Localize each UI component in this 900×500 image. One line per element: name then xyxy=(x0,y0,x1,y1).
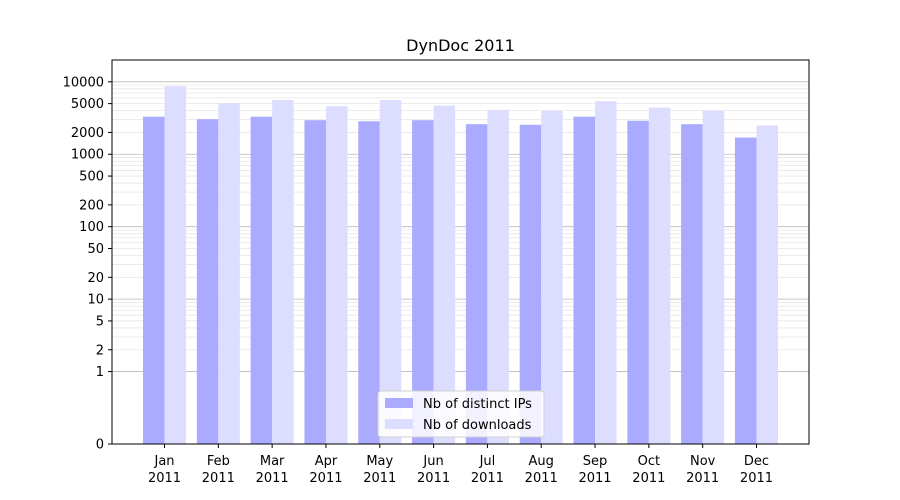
legend-box xyxy=(377,390,545,438)
legend-swatch xyxy=(385,419,413,429)
bar-nb-of-downloads-nov xyxy=(702,110,725,445)
y-tick-label: 1000 xyxy=(71,148,104,163)
y-tick-label: 5 xyxy=(96,314,104,329)
x-tick-label-year: 2011 xyxy=(256,471,289,486)
x-tick-label-year: 2011 xyxy=(202,471,235,486)
bar-nb-of-distinct-ips-may xyxy=(358,121,380,444)
x-tick-label-year: 2011 xyxy=(740,471,773,486)
bar-nb-of-downloads-jul xyxy=(487,109,509,445)
x-tick-label-year: 2011 xyxy=(471,471,504,486)
bar-nb-of-distinct-ips-sep xyxy=(573,116,596,445)
x-tick-label-year: 2011 xyxy=(525,471,558,486)
bar-nb-of-distinct-ips-aug xyxy=(519,124,542,445)
bar-nb-of-downloads-aug xyxy=(541,110,563,445)
x-tick-label-month: Jun xyxy=(422,454,443,469)
bar-nb-of-distinct-ips-apr xyxy=(304,120,326,444)
x-tick-label-month: Aug xyxy=(529,454,554,469)
y-tick-label: 100 xyxy=(79,220,104,235)
x-tick-label-month: Jul xyxy=(479,454,496,469)
bars xyxy=(143,86,778,445)
x-tick-label-month: Oct xyxy=(638,454,660,469)
x-tick-label-year: 2011 xyxy=(686,471,719,486)
y-tick-label: 10000 xyxy=(63,75,104,90)
x-tick-label-month: Feb xyxy=(207,454,230,469)
y-axis: 0 1 2 5 10 20 50 100 200 500 1000 2000 5000 10000 xyxy=(63,75,112,453)
y-tick-label: 0 xyxy=(96,438,104,453)
bar-nb-of-downloads-dec xyxy=(756,125,778,445)
x-tick-label-year: 2011 xyxy=(309,471,342,486)
y-tick-label: 2000 xyxy=(71,126,104,141)
bar-nb-of-downloads-mar xyxy=(272,100,294,444)
bar-nb-of-distinct-ips-nov xyxy=(681,124,703,444)
bar-nb-of-downloads-jan xyxy=(164,86,187,445)
y-tick-label: 500 xyxy=(79,170,104,185)
bar-nb-of-distinct-ips-dec xyxy=(734,137,757,444)
bar-nb-of-distinct-ips-jan xyxy=(143,116,165,445)
bar-nb-of-distinct-ips-jul xyxy=(465,124,488,444)
y-tick-label: 2 xyxy=(96,343,104,358)
y-tick-label: 20 xyxy=(87,271,104,286)
x-tick-label-month: Nov xyxy=(690,454,716,469)
bar-nb-of-downloads-apr xyxy=(325,106,348,444)
x-tick-label-month: Jan xyxy=(154,454,175,469)
x-axis: Jan 2011 Feb 2011 Mar 2011 Apr 2011 May 2011 Jun 20… xyxy=(148,444,773,486)
legend: Nb of distinct IPs Nb of downloads xyxy=(377,390,545,438)
x-tick-label-month: Apr xyxy=(315,454,338,469)
plot-frame xyxy=(111,59,810,445)
x-tick-label-month: Sep xyxy=(583,454,608,469)
bar-nb-of-distinct-ips-mar xyxy=(250,116,273,445)
legend-label: Nb of distinct IPs xyxy=(423,397,532,412)
chart-title: DynDoc 2011 xyxy=(406,36,515,55)
x-tick-label-year: 2011 xyxy=(417,471,450,486)
bar-nb-of-downloads-sep xyxy=(595,101,617,445)
bar-nb-of-distinct-ips-jun xyxy=(412,120,434,444)
x-tick-label-year: 2011 xyxy=(578,471,611,486)
x-tick-label-month: Dec xyxy=(744,454,769,469)
bar-nb-of-downloads-oct xyxy=(648,107,671,444)
y-tick-label: 200 xyxy=(79,198,104,213)
legend-swatch xyxy=(385,398,413,408)
x-tick-label-month: Mar xyxy=(260,454,285,469)
y-tick-label: 50 xyxy=(87,242,104,257)
y-tick-label: 10 xyxy=(87,293,104,308)
bar-nb-of-distinct-ips-oct xyxy=(627,120,649,445)
x-tick-label-year: 2011 xyxy=(632,471,665,486)
legend-label: Nb of downloads xyxy=(423,418,532,433)
y-tick-label: 5000 xyxy=(71,97,104,112)
bar-nb-of-distinct-ips-feb xyxy=(196,119,219,445)
bar-nb-of-downloads-may xyxy=(379,100,402,444)
x-tick-label-year: 2011 xyxy=(148,471,181,486)
x-tick-label-month: May xyxy=(366,454,393,469)
bar-nb-of-downloads-feb xyxy=(218,102,240,444)
x-tick-label-year: 2011 xyxy=(363,471,396,486)
bar-nb-of-downloads-jun xyxy=(433,105,456,445)
y-tick-label: 1 xyxy=(96,365,104,380)
